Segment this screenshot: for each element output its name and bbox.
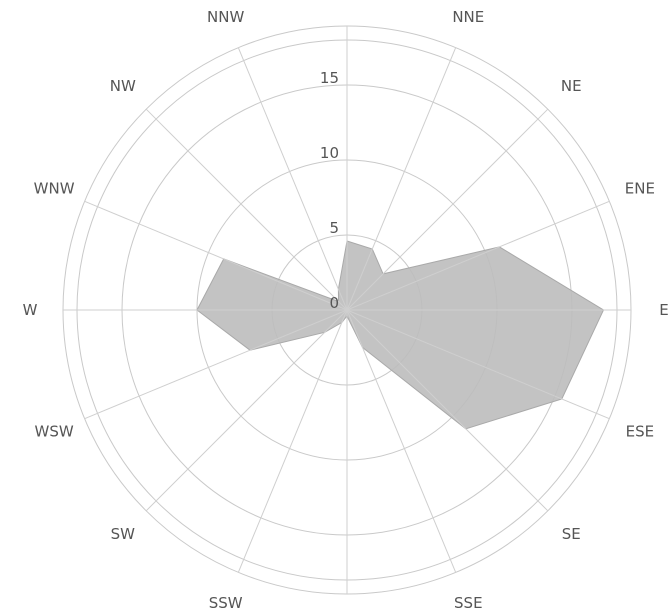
direction-label: W — [23, 301, 38, 319]
spoke-line — [237, 309, 348, 573]
direction-label: SSE — [454, 594, 483, 609]
spoke-line — [346, 47, 457, 311]
direction-label: WNW — [34, 180, 75, 198]
radial-tick-label: 5 — [329, 219, 339, 237]
spoke-line — [346, 309, 549, 512]
spoke-line — [145, 309, 348, 512]
direction-label: WSW — [35, 422, 74, 440]
spoke-line — [84, 309, 348, 420]
spoke-line — [346, 200, 610, 311]
direction-label: NE — [561, 77, 582, 95]
spoke-line — [346, 309, 457, 573]
radial-tick-label: 15 — [320, 69, 339, 87]
direction-label: SW — [111, 525, 136, 543]
direction-label: SE — [562, 525, 581, 543]
direction-label: E — [659, 301, 668, 319]
polar-spokes — [63, 26, 631, 594]
spoke-line — [84, 200, 348, 311]
polar-area-layer — [196, 240, 605, 430]
direction-label: NNE — [452, 8, 484, 26]
spoke-line — [145, 108, 348, 311]
data-area — [196, 240, 605, 430]
spoke-line — [346, 309, 610, 420]
direction-label: N — [341, 0, 352, 2]
radial-tick-label: 10 — [320, 144, 339, 162]
spoke-line — [346, 108, 549, 311]
direction-label: NNW — [207, 8, 244, 26]
direction-label: SSW — [209, 594, 243, 609]
direction-label: NW — [110, 77, 136, 95]
spoke-line — [237, 47, 348, 311]
direction-label: ESE — [626, 422, 654, 440]
radial-tick-labels: 0 5 10 15 — [320, 69, 339, 312]
direction-labels: NNNENEENEEESESESSESSSWSWWSWWWNWNWNNW — [23, 0, 668, 609]
direction-label: ENE — [625, 180, 655, 198]
radial-tick-label: 0 — [329, 294, 339, 312]
